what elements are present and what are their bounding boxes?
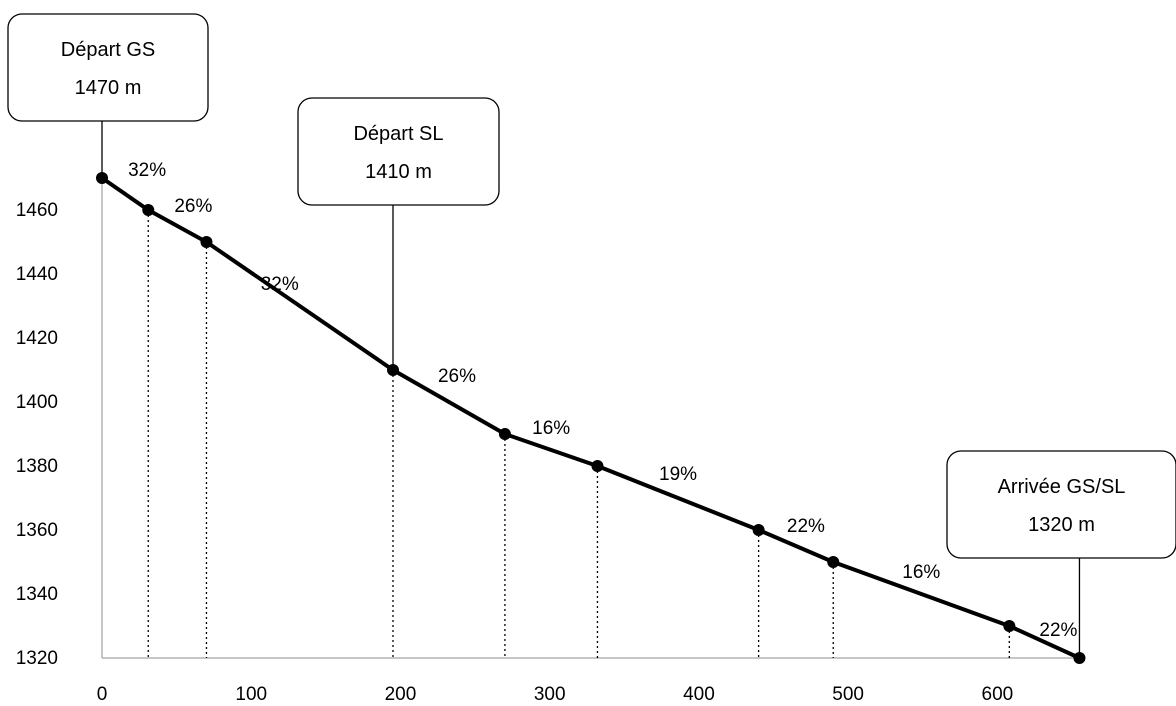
- callouts: Départ GS 1470 m Départ SL 1410 m Arrivée GS…: [7, 13, 1176, 658]
- x-tick-label: 500: [832, 684, 864, 705]
- data-point: [591, 460, 604, 472]
- slope-label: 26%: [438, 366, 476, 387]
- y-tick-label: 1360: [16, 520, 58, 541]
- slope-label: 26%: [174, 196, 212, 217]
- callout-box: [297, 97, 500, 206]
- callout-elevation: 1320 m: [1028, 514, 1095, 536]
- x-tick-label: 200: [385, 684, 417, 705]
- slope-label: 22%: [1039, 620, 1077, 641]
- slope-label: 16%: [532, 418, 570, 439]
- slope-label: 32%: [261, 274, 299, 295]
- x-tick-label: 0: [97, 684, 108, 705]
- y-tick-label: 1460: [16, 200, 58, 221]
- y-tick-label: 1420: [16, 328, 58, 349]
- data-point: [827, 556, 840, 568]
- x-tick-label: 100: [235, 684, 267, 705]
- data-point: [142, 204, 155, 216]
- x-tick-label: 400: [683, 684, 715, 705]
- x-tick-label: 300: [534, 684, 566, 705]
- y-tick-label: 1340: [16, 584, 58, 605]
- vertical-guides: [147, 210, 1010, 658]
- data-point: [752, 524, 765, 536]
- y-tick-label: 1320: [16, 648, 58, 669]
- profile-line-layer: [96, 172, 1086, 664]
- callout-box: [946, 450, 1176, 559]
- slope-labels: 32% 26% 32% 26% 16% 19% 22% 16% 22%: [128, 160, 1077, 641]
- x-tick-label: 600: [982, 684, 1014, 705]
- axes: 1320 1340 1360 1380 1400 1420 1440 1460 0 100 200 3…: [16, 160, 1078, 705]
- y-tick-label: 1400: [16, 392, 58, 413]
- data-point: [200, 236, 213, 248]
- callout-title: Départ GS: [61, 39, 155, 61]
- y-tick-label: 1380: [16, 456, 58, 477]
- slope-label: 16%: [902, 562, 940, 583]
- callout-elevation: 1470 m: [75, 77, 142, 99]
- profile-line: [100, 176, 1081, 660]
- callout-title: Départ SL: [353, 123, 443, 145]
- slope-label: 19%: [659, 464, 697, 485]
- y-tick-label: 1440: [16, 264, 58, 285]
- callout-title: Arrivée GS/SL: [998, 476, 1126, 498]
- slope-label: 22%: [787, 516, 825, 537]
- callout-box: [7, 13, 209, 122]
- data-point: [1003, 620, 1016, 632]
- slope-label: 32%: [128, 160, 166, 181]
- callout-elevation: 1410 m: [365, 161, 432, 183]
- data-point: [498, 428, 511, 440]
